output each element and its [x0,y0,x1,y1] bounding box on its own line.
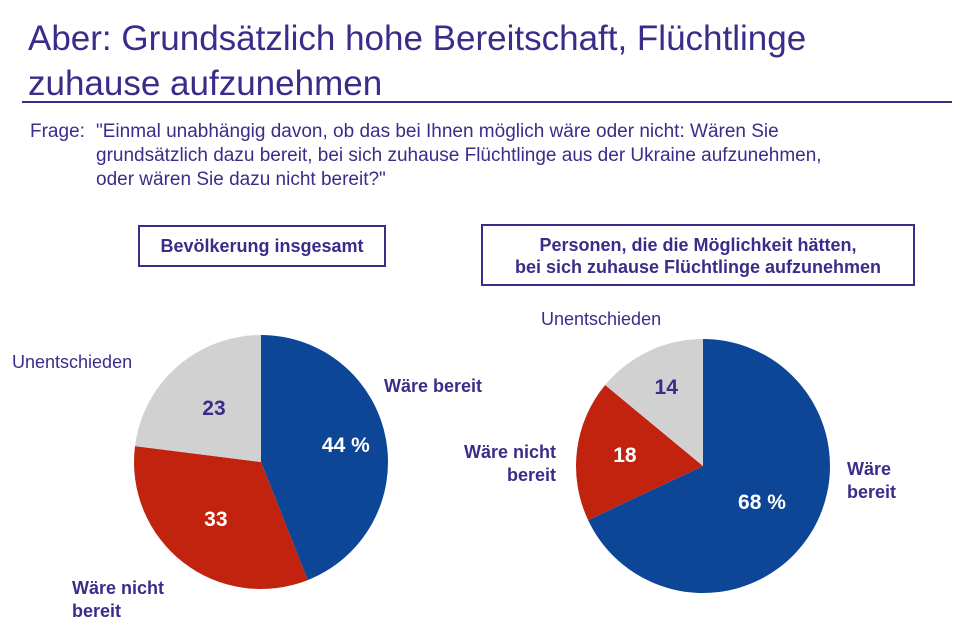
question-line1: "Einmal unabhängig davon, ob das bei Ihn… [96,121,779,142]
chart1-legend-bereit: Wäre bereit [384,375,482,398]
chart2-legend-nicht-bereit-line2: bereit [506,465,556,485]
chart1-legend-bereit-line1: Wäre bereit [384,376,483,396]
question-text: "Einmal unabhängig davon, ob das bei Ihn… [96,120,956,192]
chart1-title: Bevölkerung insgesamt [160,236,364,256]
chart2-legend-nicht-bereit-line1: Wäre nicht [463,442,556,462]
chart1-title-box: Bevölkerung insgesamt [138,225,386,267]
chart2-value-nicht-bereit: 18 [613,444,637,468]
page-title-line1: Aber: Grundsätzlich hohe Bereitschaft, F… [28,19,807,58]
chart1-legend-unentschieden-line1: Unentschieden [12,352,133,372]
chart1-slice-nicht-bereit [134,446,308,589]
chart2-slice-bereit [588,339,830,593]
chart2-title-line1: Personen, die die Möglichkeit hätten, [539,235,857,255]
chart1-legend-nicht-bereit-line2: bereit [72,601,122,621]
chart2-value-bereit: 68 % [738,491,786,515]
page-title-line2: zuhause aufzunehmen [28,64,383,103]
chart1-value-nicht-bereit: 33 [204,508,228,532]
chart2-slice-unentschieden [605,339,703,466]
chart1-legend-nicht-bereit: Wäre nicht bereit [72,577,164,623]
chart1-value-unentschieden: 23 [202,396,226,420]
chart1-legend-unentschieden: Unentschieden [12,351,132,374]
chart1-value-bereit: 44 % [321,433,370,457]
chart2-legend-bereit-line1: Wäre [847,459,892,479]
question-label: Frage: [30,121,85,142]
question-line2: grundsätzlich dazu bereit, bei sich zuha… [96,145,822,166]
chart1-legend-nicht-bereit-line1: Wäre nicht [72,578,165,598]
chart2-legend-bereit: Wäre bereit [847,458,896,504]
chart2-slice-nicht-bereit [575,385,703,521]
chart1-slice-bereit [261,335,389,581]
chart2-title-line2: bei sich zuhause Flüchtlinge aufzunehmen [514,257,882,277]
chart2-legend-unentschieden-line1: Unentschieden [541,309,662,329]
title-divider [22,101,952,103]
question-line3: oder wären Sie dazu nicht bereit?" [96,169,386,190]
chart2-value-unentschieden: 14 [654,375,678,399]
page-title: Aber: Grundsätzlich hohe Bereitschaft, F… [28,16,928,106]
chart1-slice-unentschieden [135,335,261,462]
chart2-legend-nicht-bereit: Wäre nicht bereit [452,441,556,487]
chart2-legend-unentschieden: Unentschieden [541,308,661,331]
chart2-title-box: Personen, die die Möglichkeit hätten, be… [481,224,915,286]
chart2-legend-bereit-line2: bereit [847,482,897,502]
